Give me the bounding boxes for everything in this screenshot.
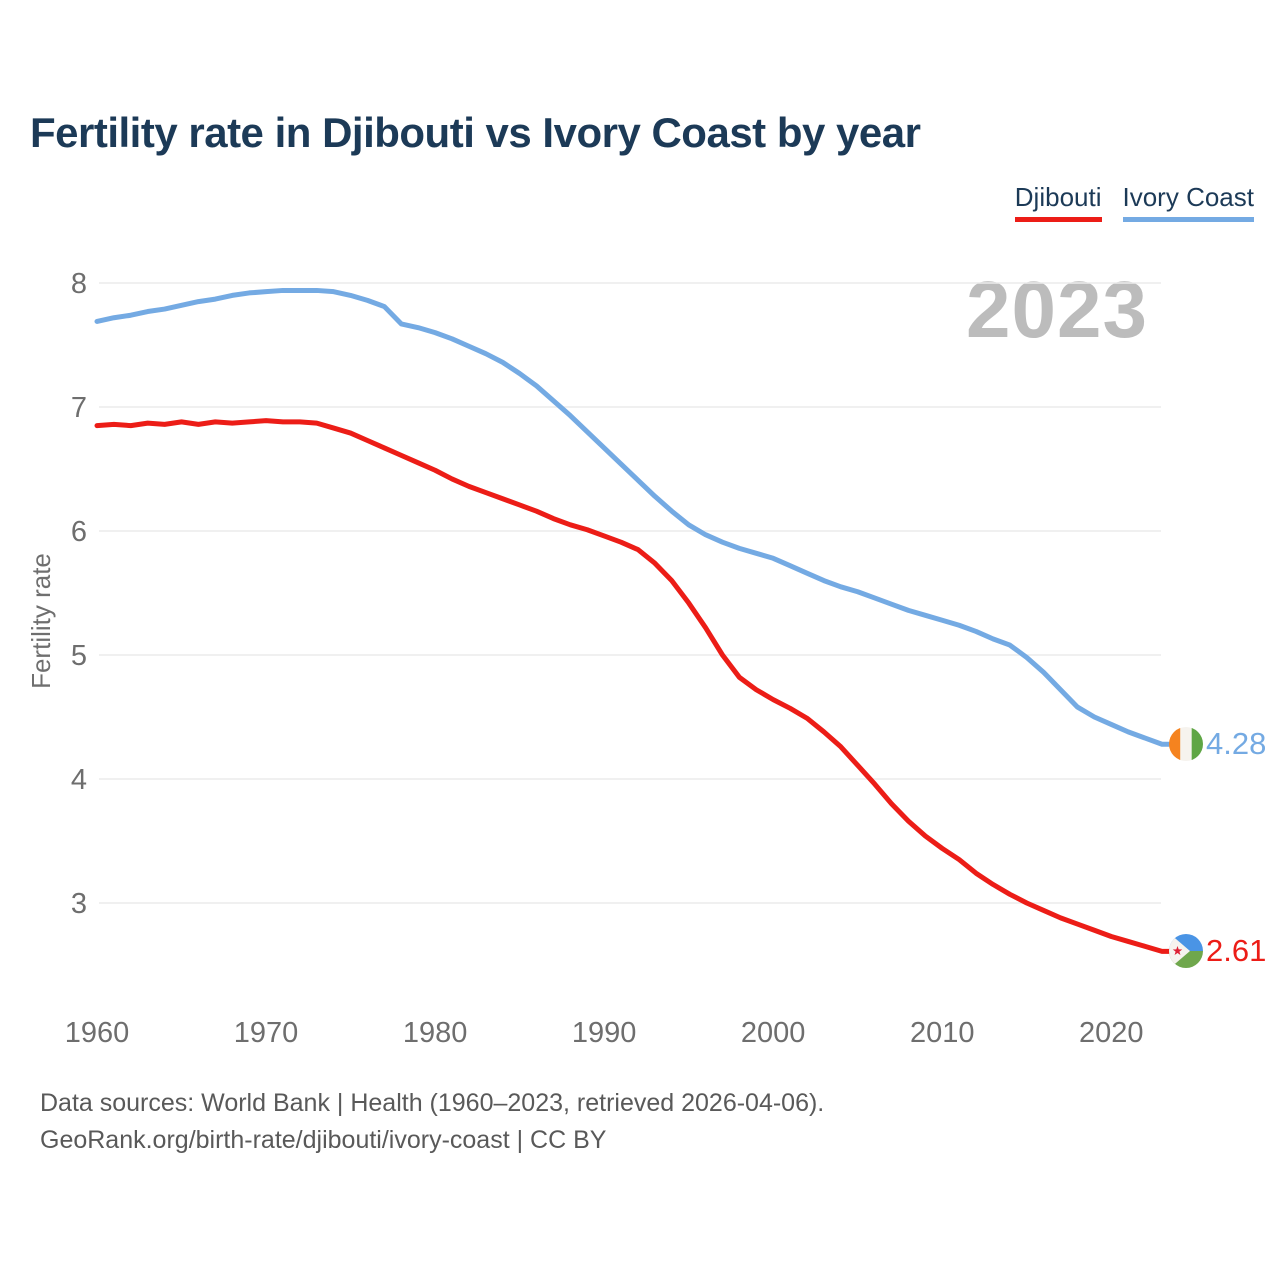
- legend-item-djibouti[interactable]: Djibouti: [1014, 182, 1102, 222]
- x-tick-label: 1970: [234, 1017, 299, 1049]
- y-tick-label: 5: [71, 640, 87, 672]
- y-tick-label: 8: [71, 268, 87, 300]
- series-line-djibouti[interactable]: [94, 418, 1172, 954]
- x-tick-label: 2010: [910, 1017, 975, 1049]
- x-tick-label: 2000: [741, 1017, 806, 1049]
- y-tick-label: 3: [71, 888, 87, 920]
- legend-label-ivory-coast: Ivory Coast: [1122, 182, 1255, 212]
- y-axis-label: Fertility rate: [26, 553, 56, 689]
- y-tick-label: 6: [71, 516, 87, 548]
- djibouti-flag-icon: [1169, 934, 1203, 968]
- end-value-djibouti: 2.61: [1206, 933, 1267, 968]
- page-title: Fertility rate in Djibouti vs Ivory Coas…: [30, 109, 921, 156]
- y-tick-label: 4: [71, 764, 87, 796]
- series-line-ivory-coast[interactable]: [94, 287, 1172, 747]
- legend-item-ivory-coast[interactable]: Ivory Coast: [1122, 182, 1255, 222]
- footer-attribution-line: GeoRank.org/birth-rate/djibouti/ivory-co…: [40, 1126, 607, 1154]
- footer-sources-line: Data sources: World Bank | Health (1960–…: [40, 1089, 825, 1117]
- x-tick-label: 1980: [403, 1017, 468, 1049]
- chart-footer: Data sources: World Bank | Health (1960–…: [40, 1085, 824, 1159]
- y-tick-label: 7: [71, 392, 87, 424]
- x-tick-label: 1960: [65, 1017, 130, 1049]
- chart-legend: Djibouti Ivory Coast: [1014, 182, 1255, 222]
- x-tick-label: 2020: [1079, 1017, 1144, 1049]
- end-value-ivory-coast: 4.28: [1206, 726, 1267, 761]
- ivory-coast-flag-icon: [1169, 727, 1203, 761]
- legend-label-djibouti: Djibouti: [1014, 182, 1102, 212]
- x-tick-label: 1990: [572, 1017, 637, 1049]
